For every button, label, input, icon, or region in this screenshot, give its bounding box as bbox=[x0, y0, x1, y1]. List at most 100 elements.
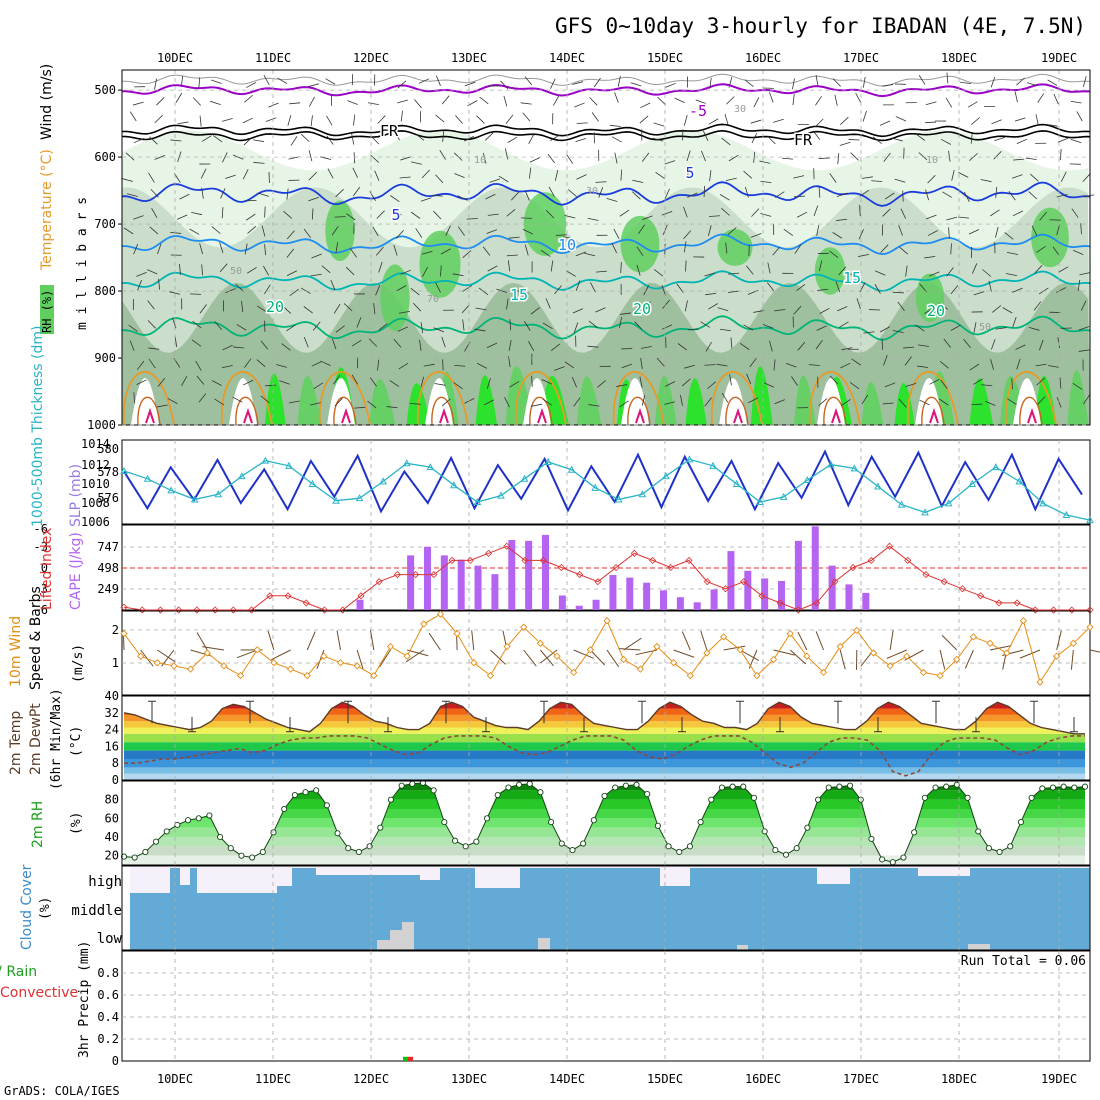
wind-barb bbox=[457, 226, 465, 236]
rh-plume bbox=[576, 376, 602, 425]
wind-barb bbox=[891, 137, 903, 142]
wind-barb bbox=[1039, 339, 1044, 351]
contour-label: FR bbox=[380, 122, 399, 140]
wind-barb bbox=[566, 154, 574, 164]
rh-marker bbox=[964, 794, 971, 801]
wind-barb bbox=[277, 77, 288, 84]
cape-bar bbox=[592, 599, 600, 610]
wind-speed-marker bbox=[903, 652, 911, 660]
wind-barb bbox=[392, 207, 402, 216]
wind-barb bbox=[695, 99, 707, 105]
rh-blob bbox=[814, 247, 846, 295]
panel-frame bbox=[121, 780, 1091, 866]
wind-barb bbox=[973, 322, 977, 334]
wind-barb-10m bbox=[789, 649, 807, 665]
wind-barb bbox=[288, 400, 300, 404]
wind-barb bbox=[816, 325, 827, 331]
wind-barb bbox=[308, 150, 313, 162]
surface-heat-contour bbox=[808, 371, 861, 426]
thickness-marker bbox=[638, 490, 647, 498]
li-tick-label: 3 bbox=[41, 582, 48, 596]
wind-barb bbox=[782, 157, 794, 160]
wind-barb bbox=[812, 130, 821, 140]
wind-barb bbox=[524, 76, 533, 86]
convective-axis-label: Convective bbox=[0, 985, 78, 1001]
wind-barb bbox=[563, 236, 575, 240]
wind-barb bbox=[353, 114, 356, 126]
wind-barb bbox=[303, 306, 313, 314]
wind-barb bbox=[542, 322, 553, 330]
surface-30c-contour bbox=[243, 407, 253, 424]
wind-barb bbox=[222, 344, 233, 351]
wind-barb bbox=[1039, 211, 1047, 221]
wind-barb bbox=[785, 362, 797, 368]
wind-barb bbox=[900, 208, 907, 219]
wind-barb bbox=[440, 265, 442, 277]
wind-barb bbox=[728, 76, 733, 88]
wind-barb bbox=[829, 250, 839, 259]
thickness-marker bbox=[1015, 477, 1024, 485]
wind-barb bbox=[617, 75, 621, 87]
wind-barb bbox=[396, 285, 407, 292]
wind-barb bbox=[829, 375, 838, 385]
wind-barb bbox=[967, 101, 978, 108]
top-date-axis: 10DEC 11DEC 12DEC 13DEC 14DEC 15DEC 16DEC 17DEC… bbox=[157, 51, 1077, 65]
wind-barb bbox=[1053, 93, 1059, 105]
wind-barb bbox=[641, 394, 646, 406]
wind-barb bbox=[368, 338, 378, 347]
wind-barb bbox=[1034, 265, 1043, 274]
wind-barb bbox=[783, 228, 794, 236]
thickness-marker bbox=[662, 472, 670, 480]
wind-barb bbox=[981, 384, 993, 387]
lifted-index-marker bbox=[302, 599, 310, 607]
wind-barb bbox=[1031, 225, 1038, 236]
wind-barb bbox=[545, 210, 555, 219]
low-cloud-block bbox=[402, 922, 414, 950]
wind-barb bbox=[247, 267, 257, 274]
wind-barb bbox=[198, 393, 207, 403]
wind-barb bbox=[797, 341, 806, 351]
wind-barb bbox=[859, 204, 861, 216]
wind-barb bbox=[247, 226, 257, 234]
wind-barb bbox=[817, 288, 829, 291]
cloud-cover-axis-label: Cloud Cover bbox=[19, 864, 35, 950]
rh-band bbox=[124, 827, 1085, 837]
wind-barb bbox=[454, 173, 465, 178]
wind-barb bbox=[829, 173, 837, 183]
pressure-label: 700 bbox=[94, 217, 116, 231]
wind-barb bbox=[244, 94, 254, 103]
surface-heat-inner-contour bbox=[627, 396, 651, 426]
wind-barb bbox=[1015, 344, 1026, 350]
wind-barb bbox=[375, 246, 384, 256]
contour-label: FR bbox=[794, 131, 813, 149]
wind-barb bbox=[1083, 194, 1095, 198]
wind-barb bbox=[642, 215, 653, 220]
wind-barb bbox=[500, 80, 509, 90]
lifted-index-marker bbox=[794, 606, 802, 614]
wind-barb bbox=[151, 207, 158, 218]
wind-speed-marker bbox=[570, 668, 578, 677]
wind-barb bbox=[1056, 397, 1062, 408]
wind-barb bbox=[850, 152, 859, 161]
wind-barb bbox=[334, 216, 346, 218]
date-label-top: 19DEC bbox=[1041, 51, 1077, 65]
wind-barb bbox=[232, 396, 243, 403]
date-label-top: 14DEC bbox=[549, 51, 585, 65]
wind-barb bbox=[988, 280, 992, 292]
wind-barb bbox=[264, 206, 266, 218]
wind-barb bbox=[509, 381, 520, 388]
wind-speed-marker bbox=[470, 659, 478, 667]
wind-barb bbox=[462, 319, 465, 331]
rh-marker bbox=[462, 843, 469, 850]
wind-barb bbox=[705, 292, 717, 296]
wind-barb bbox=[486, 229, 498, 234]
wind-barb bbox=[335, 188, 344, 198]
wind-barb bbox=[616, 384, 628, 387]
wind-barb bbox=[397, 326, 408, 332]
rh-plume bbox=[894, 383, 915, 425]
wind-barb bbox=[1047, 79, 1058, 86]
wind-barb bbox=[871, 180, 883, 182]
wind-barb bbox=[528, 167, 532, 179]
wind-barb-10m bbox=[700, 630, 708, 651]
wind-speed-marker bbox=[436, 610, 445, 618]
